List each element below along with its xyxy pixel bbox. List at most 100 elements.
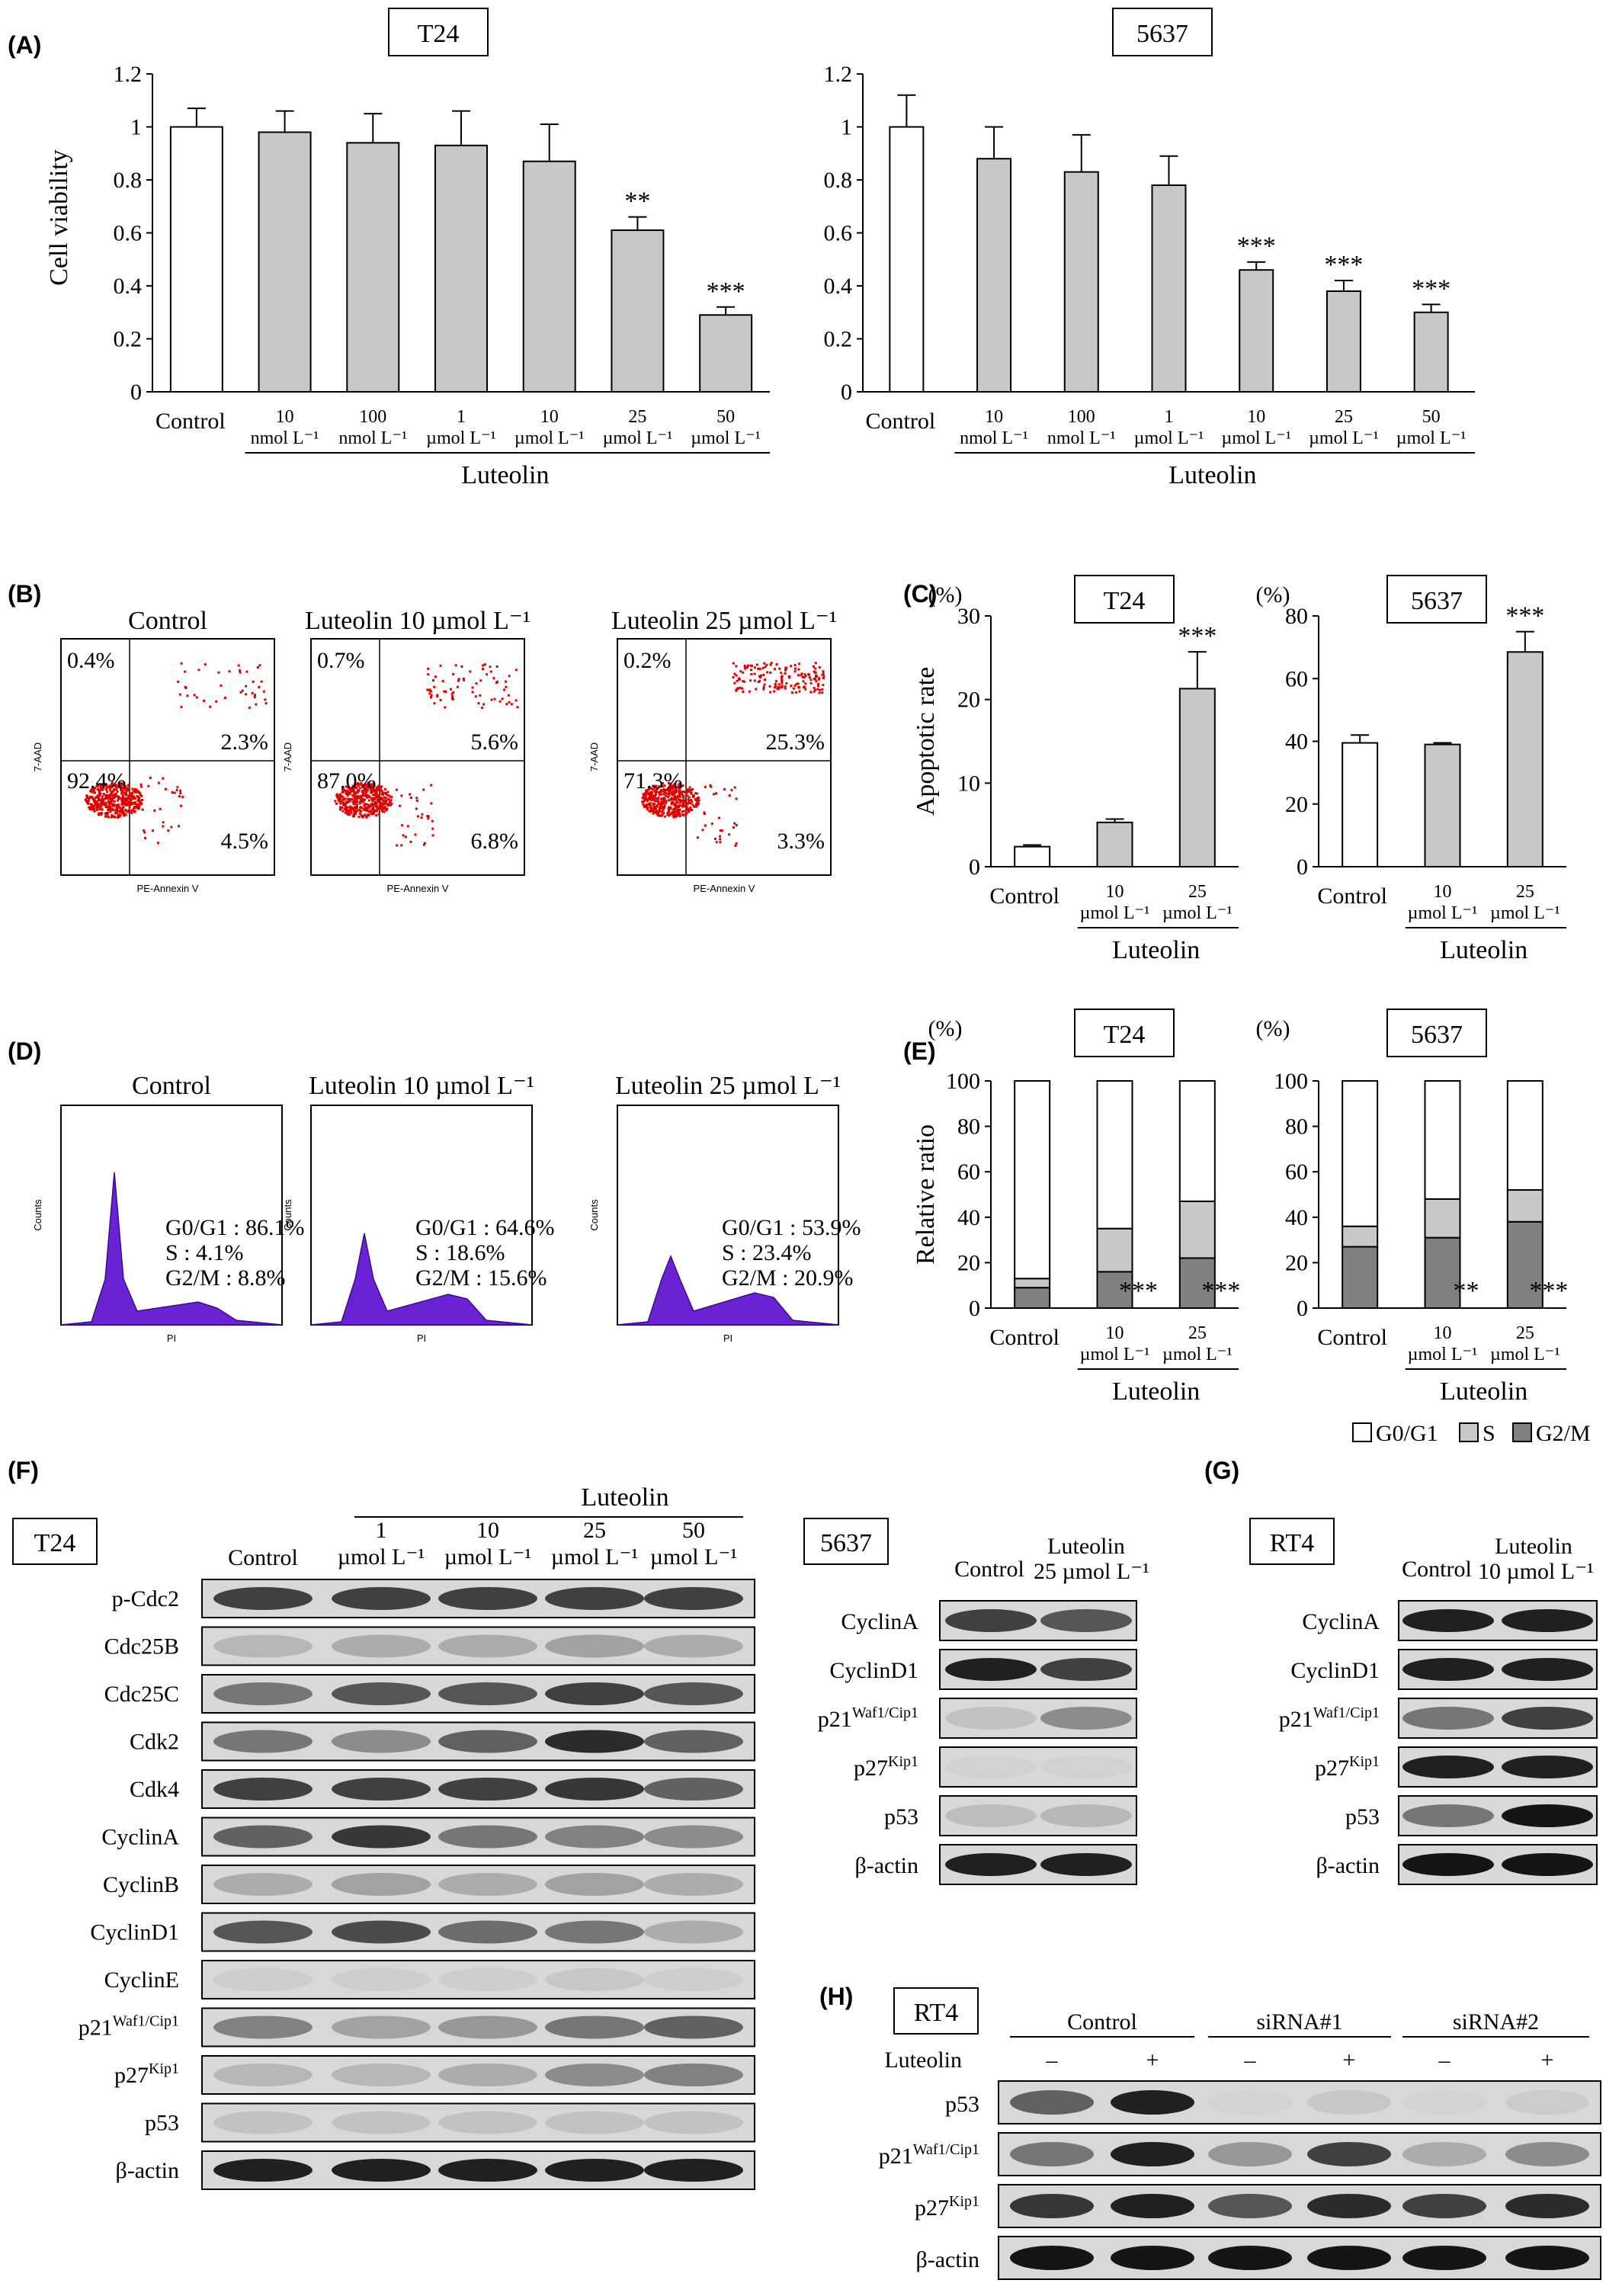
blot-band (1307, 2194, 1391, 2218)
flow-dot (144, 836, 147, 839)
lane-label: 1 (376, 1518, 387, 1543)
blot-strip-h-p21 (998, 2132, 1601, 2176)
flow-dot (652, 808, 656, 811)
flow-dot (672, 808, 675, 811)
flow-dot (360, 797, 363, 800)
row-label-actin: β-actin (854, 1853, 918, 1878)
flow-dot (114, 795, 117, 798)
flow-dot (383, 810, 386, 813)
flow-dot (352, 815, 355, 818)
flow-dot (127, 797, 130, 800)
flow-dot (662, 789, 665, 792)
flow-dot (675, 800, 678, 803)
flow-dot (757, 667, 760, 670)
flow-dot (688, 786, 691, 789)
blot-band (945, 1609, 1037, 1632)
blot-band (1208, 2194, 1292, 2218)
flow-dot (385, 809, 388, 812)
x-label-unit: µmol L⁻¹ (514, 428, 585, 448)
x-label-control: Control (866, 409, 936, 434)
flow-dot (373, 797, 377, 800)
flow-dot (490, 698, 493, 701)
flow-dot (383, 806, 386, 809)
flow-dot (351, 797, 354, 800)
flow-dot (117, 782, 120, 785)
flow-dot (686, 788, 689, 791)
flow-dot (663, 790, 666, 794)
flow-dot (351, 784, 354, 787)
flow-dot (383, 807, 386, 810)
blot-strip-h-p53 (998, 2080, 1601, 2124)
flow-dot (656, 797, 659, 800)
flow-dot (672, 798, 675, 801)
cycle-xlabel: PI (167, 1332, 176, 1344)
flow-dot (753, 679, 756, 682)
x-label-unit: µmol L⁻¹ (691, 428, 761, 448)
flow-dot (732, 826, 735, 829)
flow-dot (380, 802, 383, 805)
blot-band (213, 2111, 313, 2134)
flow-dot (114, 816, 117, 819)
flow-dot (369, 805, 372, 808)
flow-dot (374, 805, 377, 808)
flow-dot (338, 800, 341, 803)
flow-dot (95, 804, 98, 807)
flow-dot (223, 696, 226, 699)
flow-dot (742, 680, 745, 683)
bar (1413, 311, 1449, 393)
flow-dot (124, 791, 127, 794)
treatment-mark: – (1438, 2047, 1451, 2073)
x-label-unit: µmol L⁻¹ (1490, 1345, 1560, 1364)
flow-title: Luteolin 10 µmol L⁻¹ (305, 607, 531, 635)
flow-dot (736, 679, 739, 682)
flow-dot (262, 690, 265, 693)
flow-xlabel: PE-Annexin V (694, 883, 755, 894)
flow-dot (162, 825, 165, 828)
legend-swatch-g0g1 (1352, 1422, 1372, 1442)
blot-band (644, 1587, 743, 1610)
row-label-cycline: CyclinE (104, 1967, 179, 1993)
flow-dot (646, 806, 649, 809)
flow-dot (687, 802, 690, 805)
flow-dot (656, 804, 659, 807)
flow-dot (409, 797, 412, 800)
bar (1151, 184, 1187, 393)
flow-dot (769, 671, 772, 674)
flow-dot (384, 787, 387, 790)
flow-dot (358, 802, 361, 805)
blot-band (438, 2015, 537, 2039)
flow-dot (128, 806, 131, 809)
treatment-mark: + (1146, 2047, 1159, 2073)
flow-dot (670, 812, 673, 815)
flow-dot (686, 794, 689, 797)
flow-dot (264, 702, 268, 705)
flow-dot (364, 809, 367, 812)
flow-dot (654, 792, 657, 795)
flow-dot (709, 784, 712, 787)
stack-segment-g2m (1342, 1246, 1379, 1310)
flow-dot (159, 807, 162, 810)
flow-dot (649, 810, 652, 813)
stack-segment-g0g1 (1014, 1080, 1051, 1280)
flow-dot (366, 803, 369, 806)
flow-dot (762, 688, 765, 691)
flow-dot (660, 814, 663, 817)
flow-dot (108, 785, 111, 788)
flow-dot (800, 672, 803, 675)
cycle-title: Luteolin 25 µmol L⁻¹ (615, 1072, 841, 1100)
band-shape (644, 1920, 743, 1944)
band-shape (1040, 1853, 1132, 1876)
flow-dot (704, 824, 707, 827)
band-shape (644, 1634, 743, 1658)
blot-band (1040, 1658, 1132, 1681)
flow-dot (92, 788, 95, 791)
flow-dot (100, 813, 103, 816)
band-shape (644, 1730, 743, 1753)
flow-dot (688, 800, 691, 803)
flow-dot (388, 800, 391, 803)
flow-dot (803, 685, 806, 688)
flow-dot (117, 803, 120, 806)
flow-dot (758, 679, 761, 682)
blot-band (438, 1873, 537, 1896)
band-shape (438, 1730, 537, 1753)
